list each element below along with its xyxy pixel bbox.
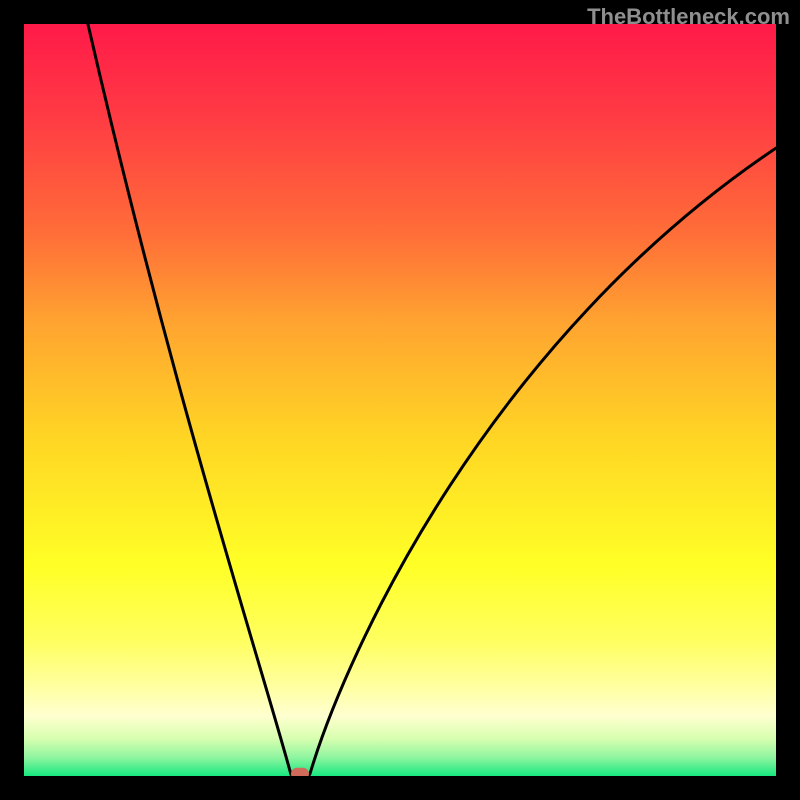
watermark-text: TheBottleneck.com [587,4,790,30]
bottleneck-chart [0,0,800,800]
chart-container: TheBottleneck.com [0,0,800,800]
gradient-background [24,24,776,776]
